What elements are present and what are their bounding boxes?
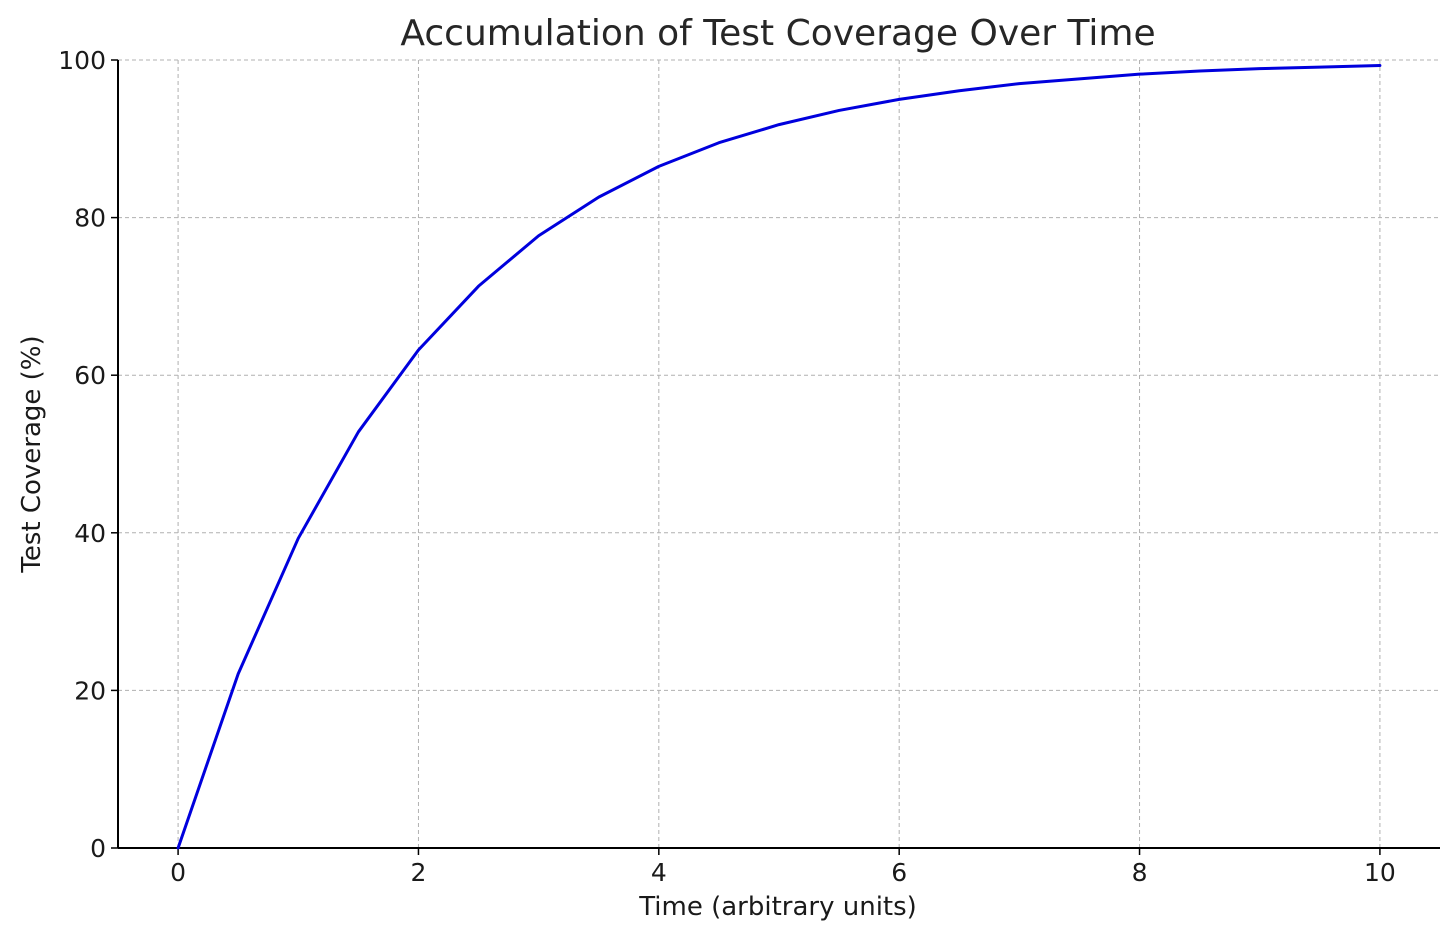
y-tick-label: 100 [58, 46, 106, 75]
grid [118, 59, 1440, 849]
y-tick-label: 40 [74, 519, 106, 548]
y-tick-label: 20 [74, 676, 106, 705]
axes [117, 60, 1440, 849]
y-tick-label: 0 [90, 834, 106, 863]
series-layer [176, 64, 1382, 850]
chart-title: Accumulation of Test Coverage Over Time [400, 13, 1155, 54]
y-tick-label: 60 [74, 361, 106, 390]
x-tick-label: 8 [1132, 858, 1148, 887]
coverage-line [176, 64, 1382, 850]
y-axis-label: Test Coverage (%) [17, 335, 47, 573]
x-tick-label: 6 [891, 858, 907, 887]
y-tick-label: 80 [74, 204, 106, 233]
x-axis-label: Time (arbitrary units) [638, 892, 917, 922]
x-tick-label: 0 [170, 858, 186, 887]
x-tick-label: 2 [411, 858, 427, 887]
x-tick-label: 4 [651, 858, 667, 887]
x-tick-label: 10 [1364, 858, 1396, 887]
